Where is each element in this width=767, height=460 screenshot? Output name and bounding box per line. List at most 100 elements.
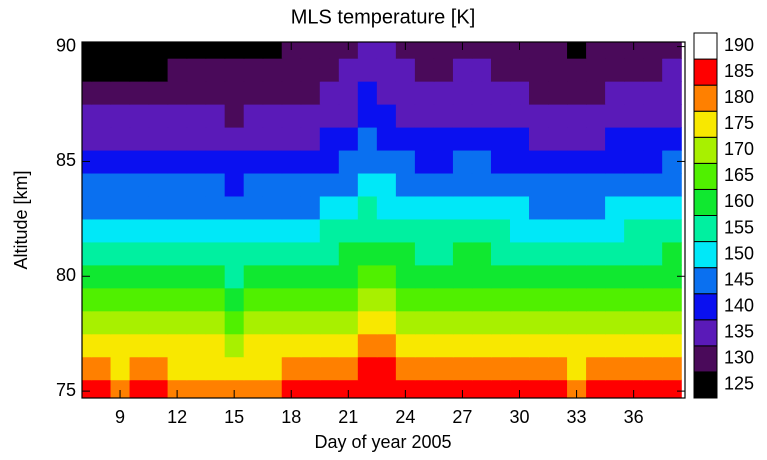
contour-cell xyxy=(281,218,302,243)
contour-cell xyxy=(262,195,283,220)
contour-cell xyxy=(567,149,587,174)
contour-cell xyxy=(186,42,207,59)
contour-cell xyxy=(91,333,112,358)
contour-cell xyxy=(186,264,207,289)
y-tick-label: 75 xyxy=(56,380,76,400)
contour-cell xyxy=(529,58,549,82)
contour-cell xyxy=(624,126,644,151)
contour-cell xyxy=(586,81,606,105)
contour-cell xyxy=(529,195,549,220)
contour-cell xyxy=(471,379,492,398)
contour-cell xyxy=(300,104,321,128)
contour-cell xyxy=(433,149,454,174)
contour-cell xyxy=(91,126,112,151)
contour-cell xyxy=(91,356,112,381)
colorbar-box xyxy=(693,162,718,190)
contour-cell xyxy=(490,287,511,312)
contour-cell xyxy=(186,149,207,174)
contour-cell xyxy=(224,81,245,105)
contour-cell xyxy=(471,58,492,82)
contour-cell xyxy=(376,58,397,82)
contour-cell xyxy=(167,333,188,358)
contour-cell xyxy=(624,218,644,243)
contour-cell xyxy=(433,218,454,243)
contour-cell xyxy=(186,126,207,151)
contour-cell xyxy=(624,81,644,105)
contour-cell xyxy=(471,333,492,358)
contour-cell xyxy=(148,333,169,358)
contour-cell xyxy=(490,172,511,197)
contour-cell xyxy=(643,379,663,398)
contour-cell xyxy=(338,149,359,174)
contour-cell xyxy=(605,333,625,358)
contour-cell xyxy=(509,218,530,243)
contour-cell xyxy=(186,379,207,398)
colorbar-box xyxy=(693,188,718,217)
contour-cell xyxy=(338,81,359,105)
contour-cell xyxy=(205,241,226,266)
contour-cell xyxy=(82,218,93,243)
contour-cell xyxy=(452,264,473,289)
contour-cell xyxy=(357,195,378,220)
contour-cell xyxy=(129,58,150,82)
contour-cell xyxy=(548,149,568,174)
contour-cell xyxy=(319,42,340,59)
contour-cell xyxy=(224,379,245,398)
contour-cell xyxy=(91,379,112,398)
contour-cell xyxy=(300,58,321,82)
contour-cell xyxy=(357,149,378,174)
contour-cell xyxy=(548,126,568,151)
contour-cell xyxy=(452,126,473,151)
contour-cell xyxy=(414,264,435,289)
contour-cell xyxy=(414,126,435,151)
contour-cell xyxy=(281,149,302,174)
contour-cell xyxy=(433,42,454,59)
contour-cell xyxy=(224,126,245,151)
contour-cell xyxy=(433,310,454,335)
contour-cell xyxy=(338,172,359,197)
contour-cell xyxy=(567,310,587,335)
contour-cell xyxy=(110,81,131,105)
contour-cell xyxy=(567,172,587,197)
contour-cell xyxy=(414,172,435,197)
colorbar-label: 185 xyxy=(724,61,754,81)
contour-cell xyxy=(414,195,435,220)
contour-cell xyxy=(509,356,530,381)
x-tick-label: 15 xyxy=(224,407,244,427)
contour-cell xyxy=(129,218,150,243)
contour-cell xyxy=(395,218,416,243)
contour-cell xyxy=(205,379,226,398)
contour-cell xyxy=(567,195,587,220)
contour-cell xyxy=(586,218,606,243)
contour-cell xyxy=(167,356,188,381)
x-tick-label: 9 xyxy=(115,407,125,427)
contour-cell xyxy=(662,310,682,335)
contour-cell xyxy=(509,126,530,151)
contour-cell xyxy=(357,379,378,398)
contour-cell xyxy=(224,58,245,82)
contour-cell xyxy=(395,149,416,174)
contour-cell xyxy=(376,81,397,105)
contour-cell xyxy=(205,149,226,174)
contour-cell xyxy=(414,104,435,128)
contour-cell xyxy=(433,172,454,197)
contour-cell xyxy=(452,81,473,105)
contour-cell xyxy=(414,81,435,105)
contour-cell xyxy=(452,104,473,128)
contour-cell xyxy=(262,241,283,266)
contour-cell xyxy=(452,310,473,335)
contour-cell xyxy=(490,218,511,243)
contour-cell xyxy=(319,81,340,105)
contour-cell xyxy=(624,42,644,59)
contour-cell xyxy=(529,172,549,197)
contour-cell xyxy=(509,81,530,105)
contour-cell xyxy=(605,149,625,174)
contour-cell xyxy=(624,310,644,335)
contour-cell xyxy=(357,172,378,197)
contour-cell xyxy=(376,333,397,358)
contour-cell xyxy=(643,287,663,312)
contour-cell xyxy=(262,333,283,358)
contour-cell xyxy=(567,287,587,312)
contour-cell xyxy=(548,241,568,266)
contour-cell xyxy=(319,104,340,128)
